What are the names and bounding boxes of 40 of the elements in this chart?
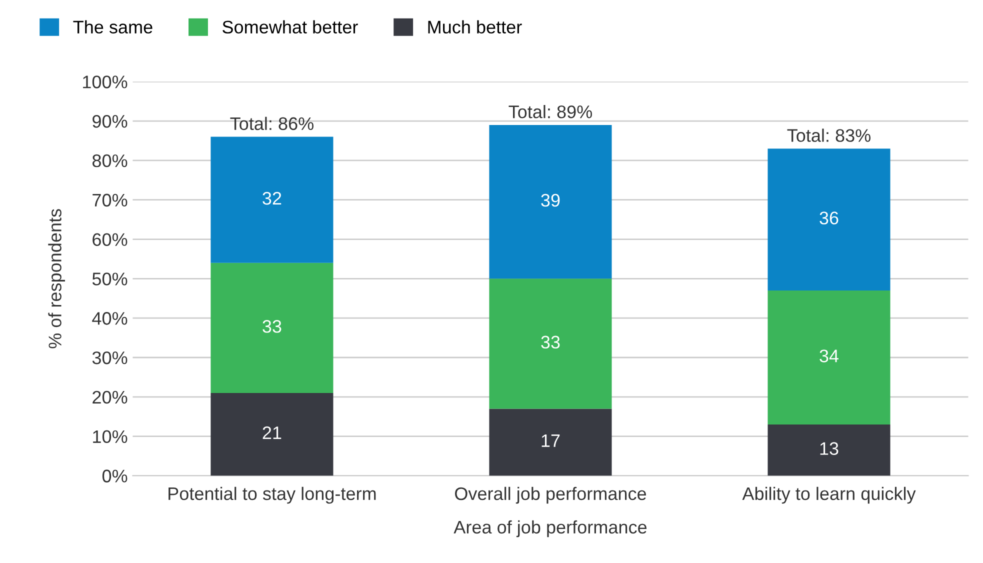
data-label: 33: [262, 320, 282, 333]
legend-label: Much better: [428, 20, 522, 34]
x-axis-title: Area of job performance: [454, 520, 647, 538]
bar: [768, 148, 890, 291]
data-label: 21: [262, 426, 282, 440]
y-tick-label: 40%: [92, 312, 128, 325]
y-tick-label: 0%: [102, 470, 128, 482]
data-label: 36: [820, 212, 838, 224]
y-tick-label: 10%: [93, 430, 128, 444]
bar: [210, 392, 334, 476]
total-label: Total: 86%: [230, 116, 314, 130]
y-tick-label: 20%: [92, 390, 128, 404]
data-label: 13: [820, 442, 838, 455]
x-tick-label: Potential to stay long-term: [168, 486, 376, 504]
x-tick-label: Overall job performance: [455, 486, 646, 504]
bar: [768, 290, 890, 424]
y-tick-label: 90%: [92, 114, 128, 128]
legend-label: The same: [73, 20, 152, 34]
y-tick-label: 70%: [92, 194, 128, 207]
bar: [489, 278, 612, 409]
bar: [489, 124, 612, 279]
bar: [768, 424, 890, 476]
bar: [210, 262, 334, 393]
y-tick-label: 100%: [83, 76, 128, 88]
legend-label: Somewhat better: [222, 20, 358, 34]
bar: [489, 408, 612, 476]
data-label: 17: [542, 434, 560, 447]
y-tick-label: 50%: [92, 272, 128, 286]
data-label: 32: [262, 192, 282, 205]
y-axis-title: % of respondents: [48, 209, 65, 348]
total-label: Total: 89%: [508, 105, 592, 118]
data-label: 39: [541, 194, 560, 207]
data-label: 33: [541, 336, 560, 349]
y-tick-label: 80%: [92, 154, 128, 168]
x-tick-label: Ability to learn quickly: [742, 486, 916, 504]
total-label: Total: 83%: [787, 128, 871, 142]
bar: [210, 136, 334, 263]
data-label: 34: [820, 350, 839, 362]
y-tick-label: 30%: [92, 351, 128, 364]
y-tick-label: 60%: [92, 233, 128, 246]
